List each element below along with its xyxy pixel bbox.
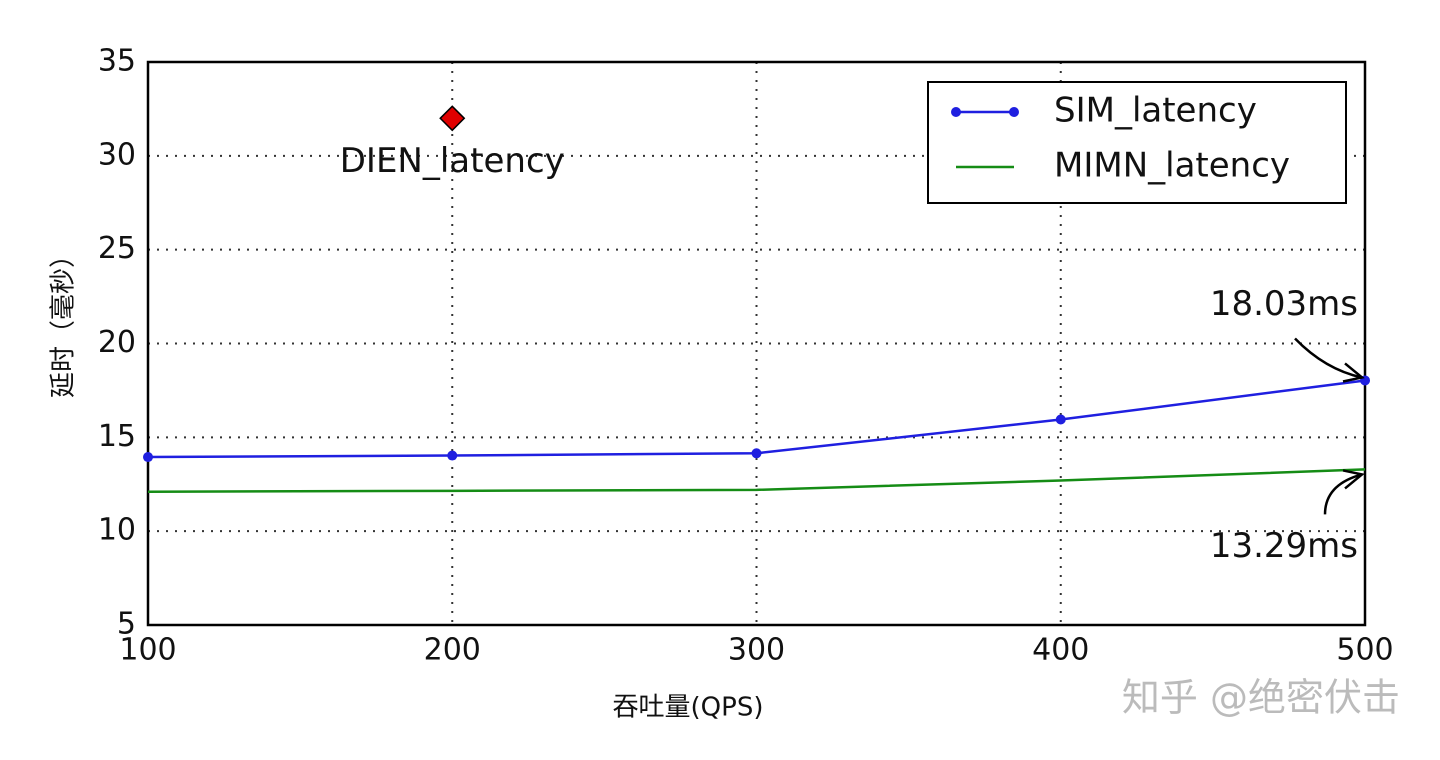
point — [447, 450, 458, 461]
x-tick-label: 200 — [424, 633, 481, 668]
point — [751, 448, 762, 459]
x-axis-label: 吞吐量(QPS) — [613, 693, 764, 723]
x-tick-label: 400 — [1032, 633, 1089, 668]
x-tick-label: 300 — [728, 633, 785, 668]
legend-label: SIM_latency — [1054, 91, 1257, 131]
y-tick-label: 35 — [98, 44, 136, 79]
annotation-arrow — [1323, 473, 1363, 515]
legend-marker — [1009, 107, 1019, 117]
series-line — [147, 379, 1366, 459]
annotation-arrow — [1294, 337, 1363, 379]
point — [1055, 414, 1066, 425]
y-axis-label: 延时（毫秒） — [49, 242, 79, 398]
point-label: DIEN_latency — [340, 141, 565, 181]
series-line — [147, 468, 1366, 494]
point — [143, 452, 153, 463]
legend-label: MIMN_latency — [1054, 146, 1290, 186]
legend-marker — [951, 107, 961, 117]
arrow-head — [1342, 469, 1365, 490]
y-tick-label: 10 — [98, 513, 136, 548]
legend-box — [927, 81, 1347, 204]
y-tick-label: 20 — [98, 325, 136, 360]
x-tick-label: 500 — [1336, 633, 1393, 668]
watermark: 知乎 @绝密伏击 — [1122, 676, 1400, 720]
arrow-head — [1342, 362, 1365, 383]
y-tick-label: 15 — [98, 419, 136, 454]
annotation: 18.03ms — [1210, 284, 1358, 324]
dien-marker — [439, 105, 466, 132]
plot-frame — [146, 60, 1367, 627]
y-tick-label: 25 — [98, 231, 136, 266]
y-tick-label: 30 — [98, 137, 136, 172]
annotation: 13.29ms — [1210, 526, 1358, 566]
y-tick-label: 5 — [117, 607, 136, 642]
x-tick-label: 100 — [119, 633, 176, 668]
